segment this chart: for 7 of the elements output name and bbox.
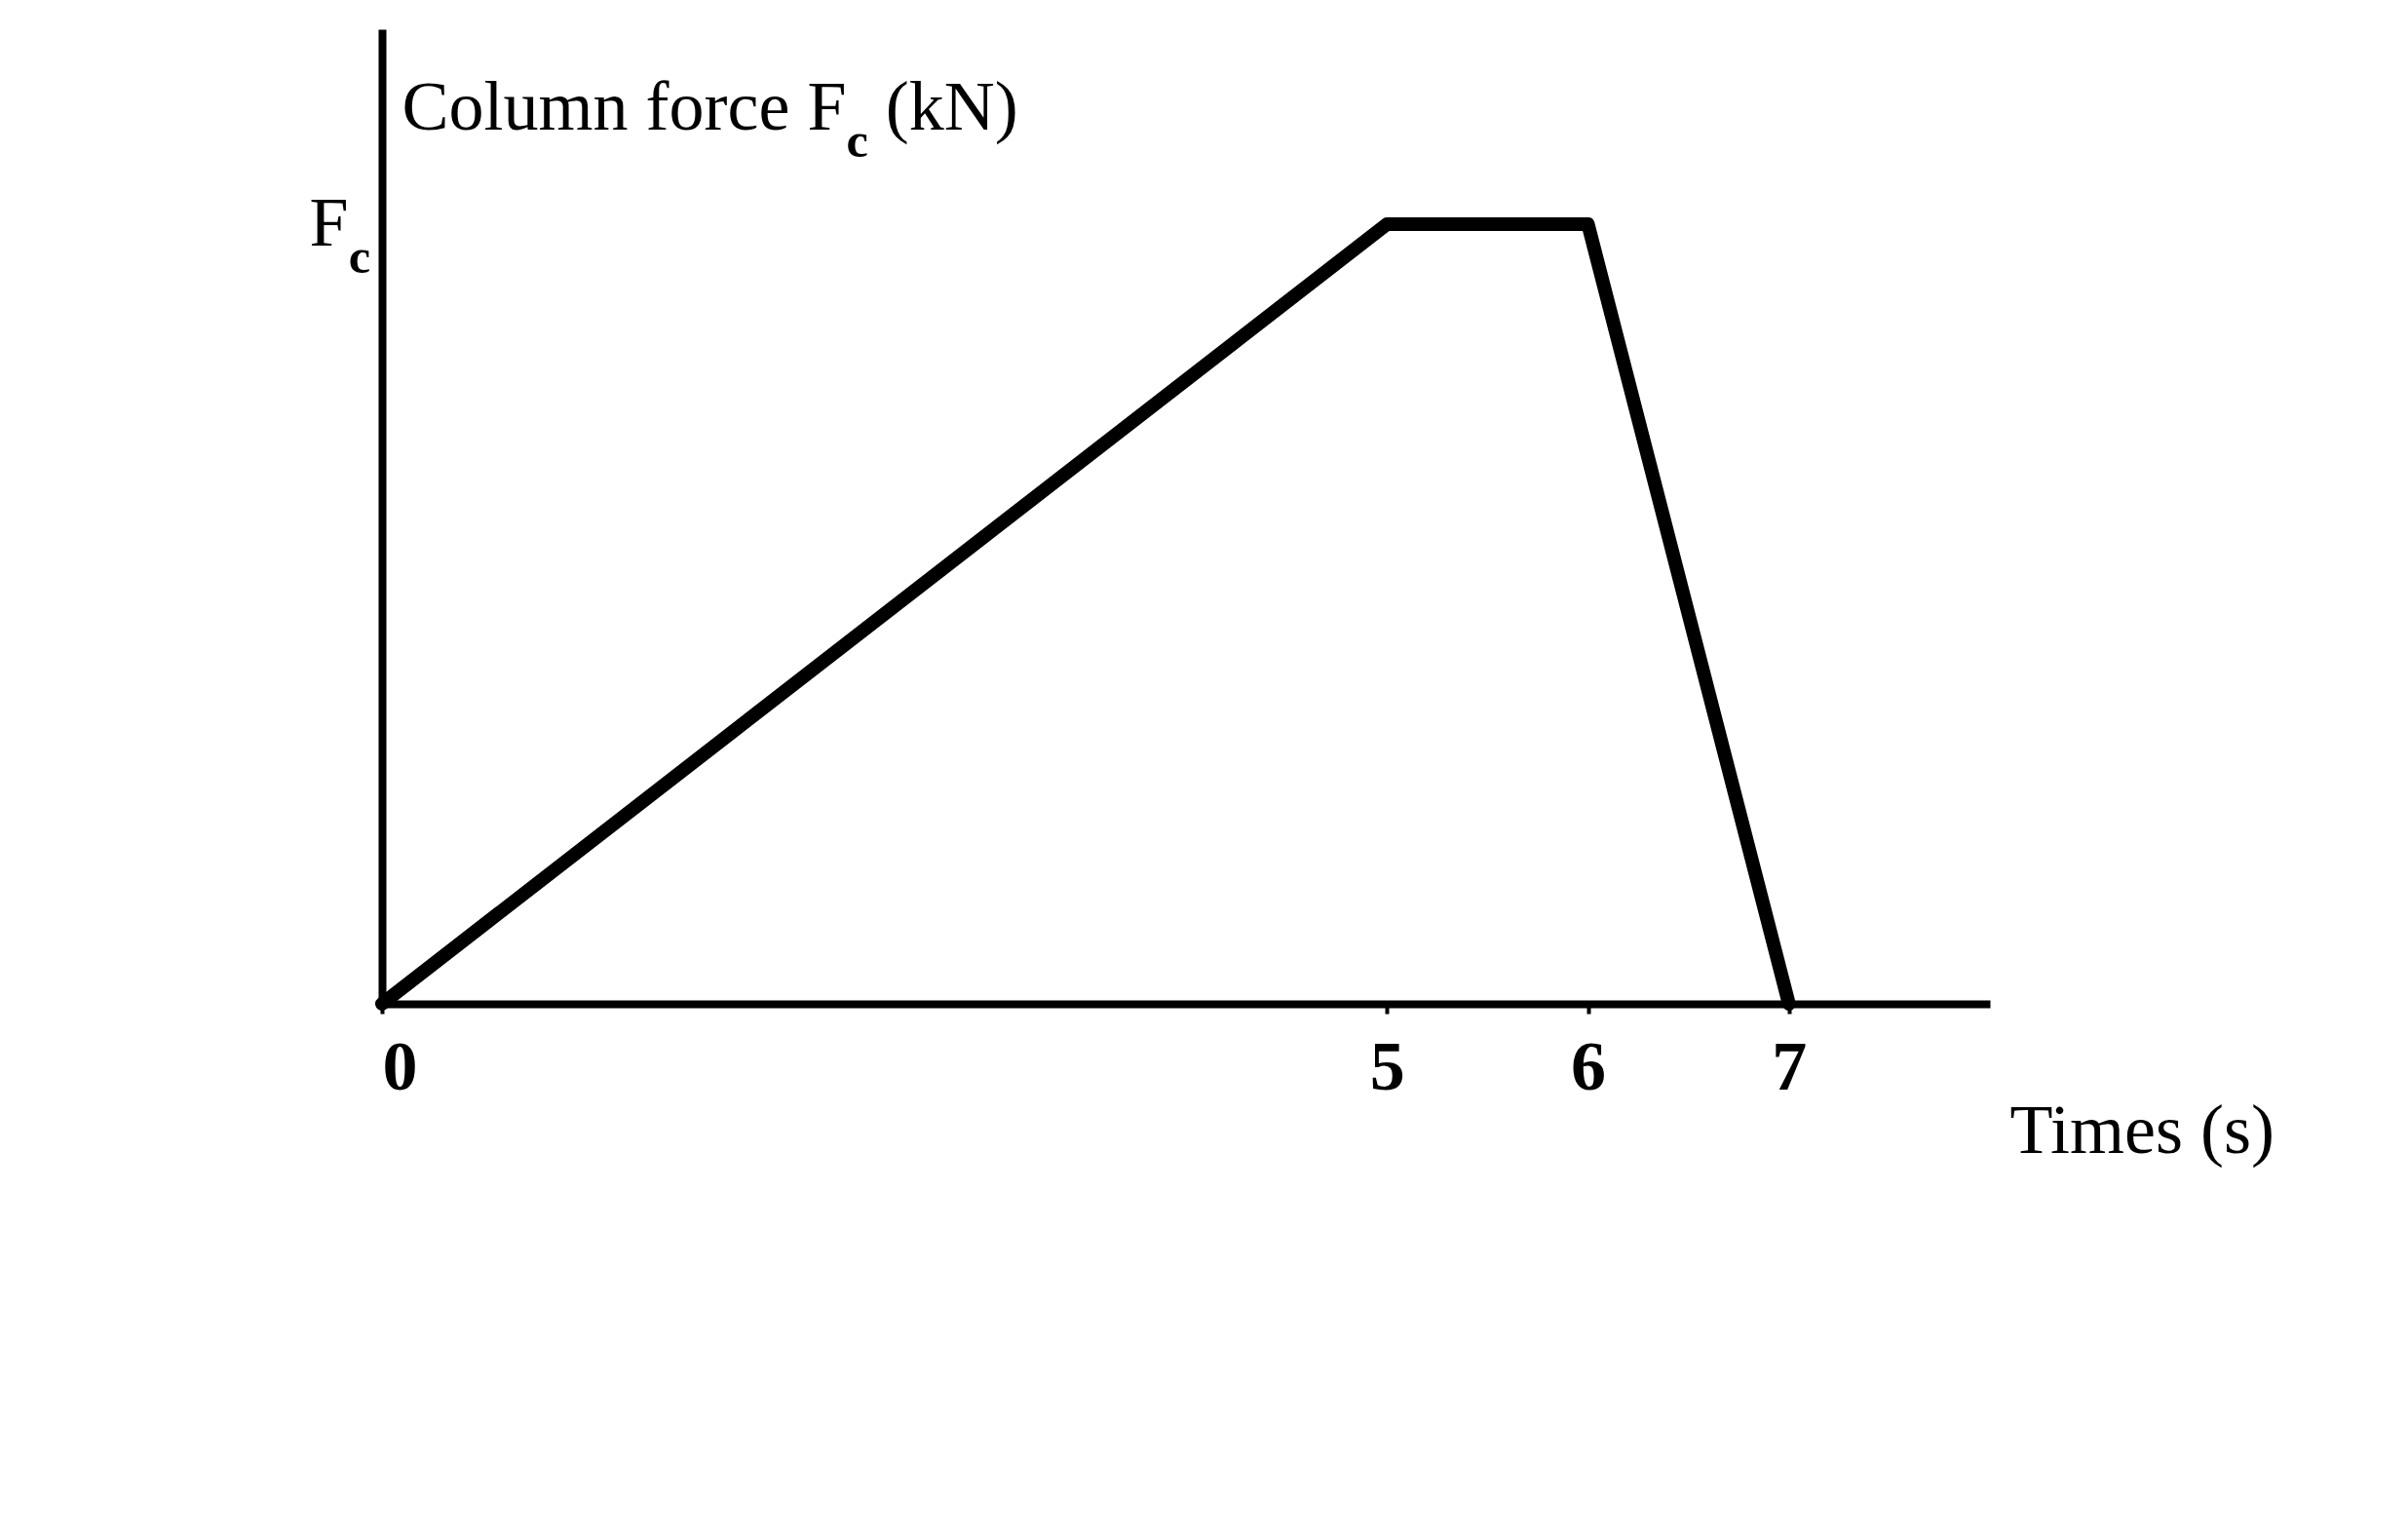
text: F$_{c}$ [309,183,370,284]
x-tick-label: 6 [1571,1026,1606,1105]
y-axis-title: Column force F$_{c}$ (kN) [401,66,1018,168]
x-tick-label: 0 [382,1026,418,1105]
x-axis-title: Times (s) [2009,1090,2274,1169]
x-tick-label: 5 [1369,1026,1405,1105]
x-tick-label: 7 [1772,1026,1808,1105]
